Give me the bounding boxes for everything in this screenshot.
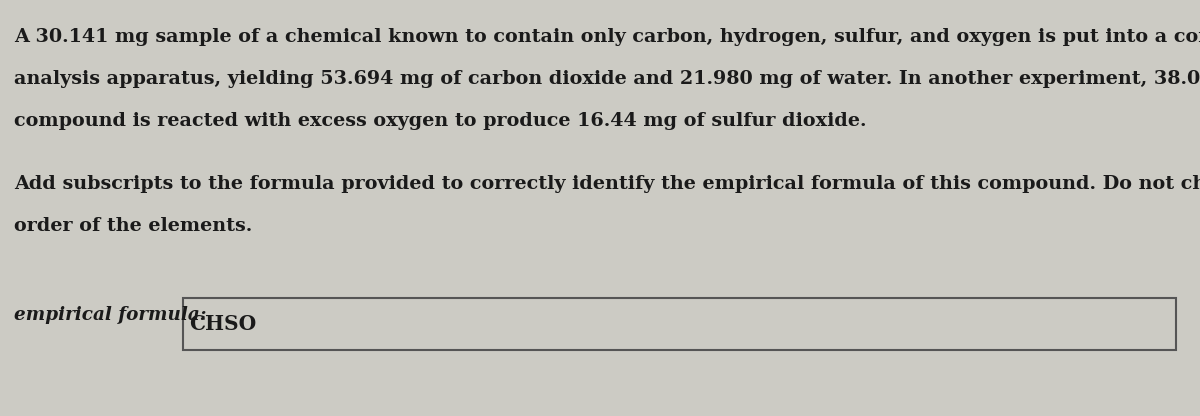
Text: order of the elements.: order of the elements. [14,217,252,235]
Text: CHSO: CHSO [190,314,257,334]
Text: A 30.141 mg sample of a chemical known to contain only carbon, hydrogen, sulfur,: A 30.141 mg sample of a chemical known t… [14,28,1200,46]
Text: compound is reacted with excess oxygen to produce 16.44 mg of sulfur dioxide.: compound is reacted with excess oxygen t… [14,112,866,130]
FancyBboxPatch shape [182,298,1176,350]
Text: analysis apparatus, yielding 53.694 mg of carbon dioxide and 21.980 mg of water.: analysis apparatus, yielding 53.694 mg o… [14,70,1200,88]
Text: Add subscripts to the formula provided to correctly identify the empirical formu: Add subscripts to the formula provided t… [14,175,1200,193]
Text: empirical formula:: empirical formula: [14,306,206,324]
